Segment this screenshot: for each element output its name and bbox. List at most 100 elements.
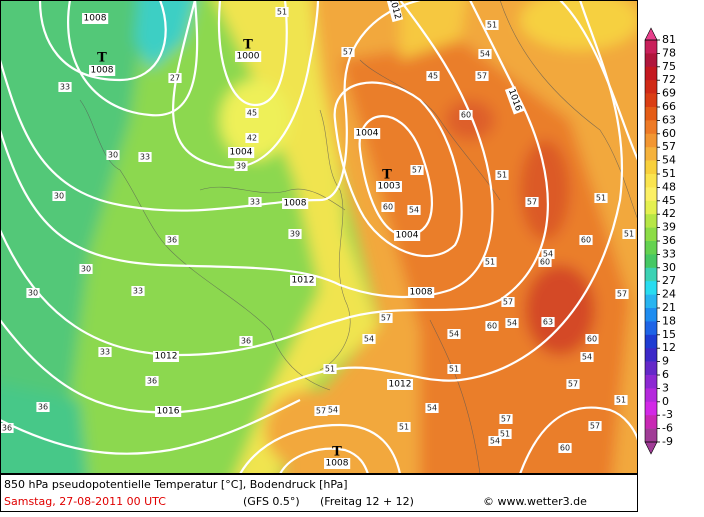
pressure-label-bg bbox=[385, 0, 404, 23]
pressure-label-bg bbox=[82, 13, 109, 24]
contour-label: 57 bbox=[501, 415, 511, 424]
color-legend: 8178757269666360575451484542393633302724… bbox=[644, 27, 676, 455]
contour-label-bg bbox=[234, 161, 248, 171]
legend-label: 81 bbox=[662, 33, 676, 46]
contour-label: 33 bbox=[133, 287, 143, 296]
contour-label-group: 54 bbox=[326, 405, 340, 415]
pressure-label: 1003 bbox=[378, 182, 401, 192]
legend-swatch bbox=[645, 147, 657, 161]
contour-label-group: 57 bbox=[566, 379, 580, 389]
contour-label-bg bbox=[58, 82, 72, 92]
contour-label-bg bbox=[98, 347, 112, 357]
contour-label: 36 bbox=[2, 424, 12, 433]
contour-label-group: 54 bbox=[362, 334, 376, 344]
contour-label-group: 51 bbox=[275, 7, 289, 17]
contour-label: 57 bbox=[381, 314, 391, 323]
legend-label: 42 bbox=[662, 207, 676, 220]
footer-date: Samstag, 27-08-2011 00 UTC bbox=[4, 495, 166, 508]
map-frame bbox=[0, 0, 638, 474]
contour-label-bg bbox=[501, 297, 515, 307]
contour-label-group: 33 bbox=[98, 347, 112, 357]
contour-label-group: 51 bbox=[397, 422, 411, 432]
legend-swatch bbox=[645, 187, 657, 202]
contour-label-group: 30 bbox=[106, 150, 120, 160]
contour-label-bg bbox=[485, 20, 499, 30]
contour-label-group: 57 bbox=[410, 165, 424, 175]
contour-label: 57 bbox=[568, 380, 578, 389]
contour-label: 54 bbox=[328, 406, 338, 415]
legend-label: 54 bbox=[662, 154, 676, 167]
legend-label: 69 bbox=[662, 87, 676, 100]
pressure-label-group: 1008 bbox=[282, 198, 309, 209]
contour-label-bg bbox=[52, 191, 66, 201]
legend-swatch bbox=[645, 267, 657, 282]
contour-label-bg bbox=[165, 235, 179, 245]
legend-swatch bbox=[645, 227, 657, 242]
contour-label-group: 36 bbox=[145, 376, 159, 386]
contour-label: 54 bbox=[490, 437, 500, 446]
pressure-label: 1012 bbox=[389, 380, 412, 390]
contour-label-bg bbox=[566, 379, 580, 389]
legend-swatch bbox=[645, 241, 657, 255]
contour-label: 60 bbox=[587, 335, 597, 344]
contour-label-bg bbox=[314, 406, 328, 416]
legend-swatch bbox=[645, 375, 657, 389]
pressure-label-bg bbox=[504, 86, 525, 115]
contour-label-group: 33 bbox=[58, 82, 72, 92]
contour-label-group: 54 bbox=[488, 436, 502, 446]
contour-label-bg bbox=[447, 364, 461, 374]
contour-label-group: 60 bbox=[381, 202, 395, 212]
pressure-label: 1008 bbox=[284, 199, 307, 209]
pressure-label-bg bbox=[376, 181, 402, 192]
contour-label-bg bbox=[579, 235, 593, 245]
contour-label-group: 54 bbox=[541, 249, 555, 259]
contour-label: 57 bbox=[343, 48, 353, 57]
legend-swatch bbox=[645, 40, 657, 54]
pressure-label: 1008 bbox=[91, 66, 114, 76]
contour-label-bg bbox=[622, 229, 636, 239]
contour-label-group: 60 bbox=[538, 257, 552, 267]
legend-swatch bbox=[645, 66, 657, 81]
contour-label-group: 51 bbox=[495, 170, 509, 180]
contour-label-bg bbox=[138, 152, 152, 162]
contour-label: 36 bbox=[147, 377, 157, 386]
legend-label: -9 bbox=[662, 435, 673, 448]
contour-label-bg bbox=[538, 257, 552, 267]
contour-label: 57 bbox=[590, 422, 600, 431]
contour-label: 54 bbox=[427, 404, 437, 413]
contour-label-bg bbox=[168, 73, 182, 83]
footer-box bbox=[0, 474, 638, 512]
legend-swatch bbox=[645, 294, 657, 309]
pressure-label: 1008 bbox=[410, 288, 433, 298]
contour-label-group: 27 bbox=[168, 73, 182, 83]
contour-label: 51 bbox=[500, 430, 510, 439]
contour-label-bg bbox=[478, 49, 492, 59]
contour-label-group: 30 bbox=[26, 288, 40, 298]
legend-swatch bbox=[645, 120, 657, 135]
contour-label-group: 45 bbox=[426, 71, 440, 81]
contour-label-group: 54 bbox=[505, 318, 519, 328]
legend-swatch bbox=[645, 388, 657, 403]
legend-label: 45 bbox=[662, 194, 676, 207]
legend-label: 78 bbox=[662, 46, 676, 59]
legend-label: 3 bbox=[662, 381, 669, 394]
contour-label-group: 54 bbox=[407, 205, 421, 215]
legend-label: 24 bbox=[662, 288, 676, 301]
contour-label: 54 bbox=[507, 319, 517, 328]
contour-label: 30 bbox=[54, 192, 64, 201]
contour-label-bg bbox=[79, 264, 93, 274]
contour-label: 54 bbox=[364, 335, 374, 344]
pressure-label-group: 1008 bbox=[82, 13, 109, 24]
contour-label-bg bbox=[239, 336, 253, 346]
contour-label-bg bbox=[488, 436, 502, 446]
pressure-label: 1008 bbox=[326, 459, 349, 469]
legend-swatch bbox=[645, 93, 657, 108]
legend-label: 30 bbox=[662, 261, 676, 274]
legend-label: 18 bbox=[662, 314, 676, 327]
contour-label: 60 bbox=[540, 258, 550, 267]
pressure-label-bg bbox=[354, 128, 381, 139]
contour-label-bg bbox=[447, 329, 461, 339]
pressure-label-group: 1004 bbox=[394, 230, 421, 241]
contour-label-bg bbox=[326, 405, 340, 415]
